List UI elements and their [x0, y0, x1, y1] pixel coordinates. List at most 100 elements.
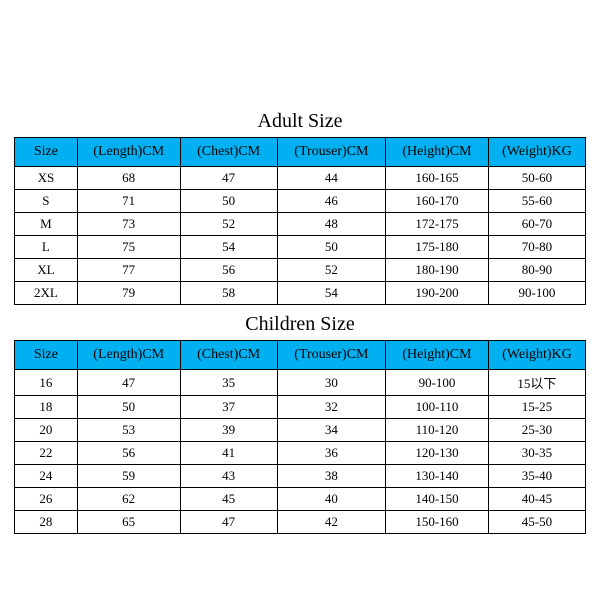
cell: 36 — [277, 442, 385, 465]
cell: 90-100 — [386, 370, 489, 396]
cell: 47 — [180, 511, 277, 534]
cell: 35 — [180, 370, 277, 396]
table-row: 16 47 35 30 90-100 15以下 — [15, 370, 586, 396]
cell: 41 — [180, 442, 277, 465]
col-trouser: (Trouser)CM — [277, 341, 385, 370]
cell: 24 — [15, 465, 78, 488]
cell: 42 — [277, 511, 385, 534]
cell: 190-200 — [386, 282, 489, 305]
adult-size-block: Adult Size Size (Length)CM (Chest)CM (Tr… — [14, 110, 586, 305]
cell: 52 — [180, 213, 277, 236]
cell: 22 — [15, 442, 78, 465]
cell: 15-25 — [488, 396, 585, 419]
cell: 47 — [180, 167, 277, 190]
table-row: 24 59 43 38 130-140 35-40 — [15, 465, 586, 488]
col-height: (Height)CM — [386, 138, 489, 167]
children-size-block: Children Size Size (Length)CM (Chest)CM … — [14, 313, 586, 534]
cell: 40 — [277, 488, 385, 511]
cell: L — [15, 236, 78, 259]
cell: 32 — [277, 396, 385, 419]
cell: S — [15, 190, 78, 213]
cell: 59 — [77, 465, 180, 488]
cell: 150-160 — [386, 511, 489, 534]
cell: 75 — [77, 236, 180, 259]
cell: 2XL — [15, 282, 78, 305]
col-length: (Length)CM — [77, 138, 180, 167]
cell: 45-50 — [488, 511, 585, 534]
cell: 50-60 — [488, 167, 585, 190]
col-trouser: (Trouser)CM — [277, 138, 385, 167]
adult-title: Adult Size — [14, 110, 586, 133]
cell: 140-150 — [386, 488, 489, 511]
cell: 54 — [277, 282, 385, 305]
cell: XS — [15, 167, 78, 190]
col-height: (Height)CM — [386, 341, 489, 370]
cell: 15以下 — [488, 370, 585, 396]
cell: 52 — [277, 259, 385, 282]
table-row: 26 62 45 40 140-150 40-45 — [15, 488, 586, 511]
cell: 73 — [77, 213, 180, 236]
size-chart-wrap: Adult Size Size (Length)CM (Chest)CM (Tr… — [0, 0, 600, 600]
col-size: Size — [15, 138, 78, 167]
cell: 100-110 — [386, 396, 489, 419]
cell: 20 — [15, 419, 78, 442]
cell: 30 — [277, 370, 385, 396]
cell: M — [15, 213, 78, 236]
table-row: XL 77 56 52 180-190 80-90 — [15, 259, 586, 282]
cell: 18 — [15, 396, 78, 419]
table-row: 22 56 41 36 120-130 30-35 — [15, 442, 586, 465]
cell: 58 — [180, 282, 277, 305]
cell: 130-140 — [386, 465, 489, 488]
cell: XL — [15, 259, 78, 282]
col-size: Size — [15, 341, 78, 370]
cell: 56 — [180, 259, 277, 282]
cell: 90-100 — [488, 282, 585, 305]
cell: 62 — [77, 488, 180, 511]
cell: 55-60 — [488, 190, 585, 213]
cell: 160-170 — [386, 190, 489, 213]
cell: 160-165 — [386, 167, 489, 190]
cell: 26 — [15, 488, 78, 511]
cell: 38 — [277, 465, 385, 488]
cell: 56 — [77, 442, 180, 465]
cell: 60-70 — [488, 213, 585, 236]
cell: 77 — [77, 259, 180, 282]
cell: 40-45 — [488, 488, 585, 511]
adult-size-table: Size (Length)CM (Chest)CM (Trouser)CM (H… — [14, 137, 586, 305]
col-chest: (Chest)CM — [180, 341, 277, 370]
table-row: M 73 52 48 172-175 60-70 — [15, 213, 586, 236]
children-title: Children Size — [14, 313, 586, 336]
col-weight: (Weight)KG — [488, 138, 585, 167]
cell: 79 — [77, 282, 180, 305]
cell: 172-175 — [386, 213, 489, 236]
cell: 110-120 — [386, 419, 489, 442]
cell: 65 — [77, 511, 180, 534]
cell: 47 — [77, 370, 180, 396]
table-row: 20 53 39 34 110-120 25-30 — [15, 419, 586, 442]
cell: 37 — [180, 396, 277, 419]
cell: 68 — [77, 167, 180, 190]
cell: 50 — [77, 396, 180, 419]
cell: 30-35 — [488, 442, 585, 465]
table-row: XS 68 47 44 160-165 50-60 — [15, 167, 586, 190]
cell: 44 — [277, 167, 385, 190]
cell: 45 — [180, 488, 277, 511]
cell: 80-90 — [488, 259, 585, 282]
cell: 35-40 — [488, 465, 585, 488]
cell: 50 — [180, 190, 277, 213]
col-chest: (Chest)CM — [180, 138, 277, 167]
cell: 54 — [180, 236, 277, 259]
table-row: 28 65 47 42 150-160 45-50 — [15, 511, 586, 534]
cell: 39 — [180, 419, 277, 442]
cell: 28 — [15, 511, 78, 534]
col-weight: (Weight)KG — [488, 341, 585, 370]
cell: 43 — [180, 465, 277, 488]
col-length: (Length)CM — [77, 341, 180, 370]
cell: 53 — [77, 419, 180, 442]
cell: 70-80 — [488, 236, 585, 259]
children-header-row: Size (Length)CM (Chest)CM (Trouser)CM (H… — [15, 341, 586, 370]
table-row: L 75 54 50 175-180 70-80 — [15, 236, 586, 259]
cell: 46 — [277, 190, 385, 213]
cell: 48 — [277, 213, 385, 236]
table-row: 2XL 79 58 54 190-200 90-100 — [15, 282, 586, 305]
